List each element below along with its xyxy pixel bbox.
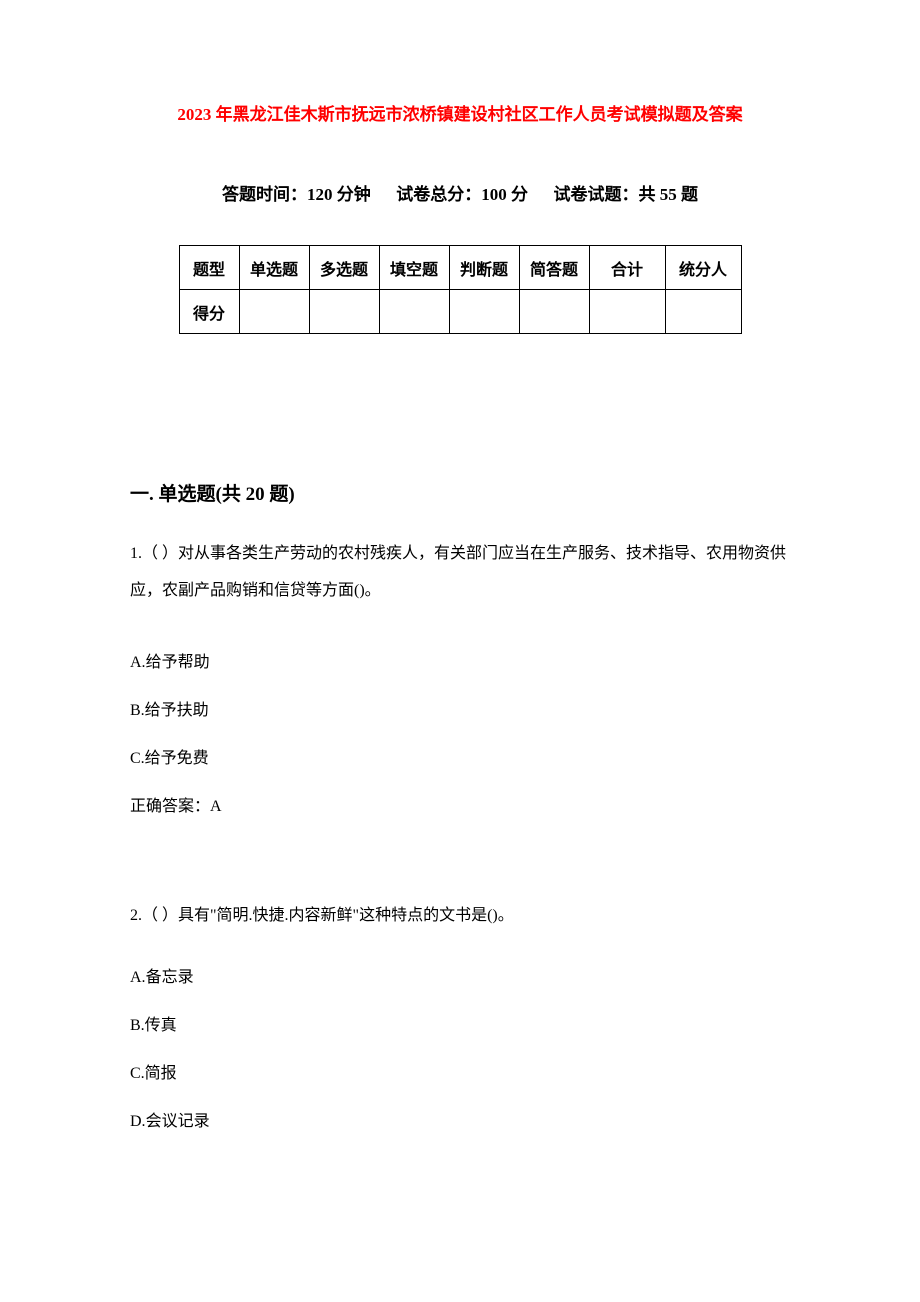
question-stem: 2.（ ）具有"简明.快捷.内容新鲜"这种特点的文书是()。 <box>130 901 790 925</box>
option-text: 给予扶助 <box>145 702 209 719</box>
question-stem-text: 具有"简明.快捷.内容新鲜"这种特点的文书是()。 <box>178 907 514 924</box>
title-text: 2023 年黑龙江佳木斯市抚远市浓桥镇建设村社区工作人员考试模拟题及答案 <box>177 105 742 124</box>
option-b: B.传真 <box>130 1011 790 1035</box>
question-stem: 1.（ ）对从事各类生产劳动的农村残疾人，有关部门应当在生产服务、技术指导、农用… <box>130 536 790 610</box>
question-number: 1. <box>130 545 142 562</box>
table-cell: 单选题 <box>239 246 309 290</box>
table-cell-empty <box>239 290 309 334</box>
option-label: C. <box>130 1065 145 1082</box>
option-b: B.给予扶助 <box>130 696 790 720</box>
exam-info-line: 答题时间：120 分钟 试卷总分：100 分 试卷试题：共 55 题 <box>130 180 790 205</box>
table-cell: 简答题 <box>519 246 589 290</box>
option-label: B. <box>130 1017 145 1034</box>
table-score-row: 得分 <box>179 290 741 334</box>
table-cell: 判断题 <box>449 246 519 290</box>
section-heading: 一. 单选题(共 20 题) <box>130 479 790 506</box>
question-number: 2. <box>130 907 142 924</box>
table-cell: 多选题 <box>309 246 379 290</box>
option-a: A.给予帮助 <box>130 648 790 672</box>
answer-label: 正确答案： <box>130 798 210 815</box>
table-cell-empty <box>309 290 379 334</box>
option-c: C.简报 <box>130 1059 790 1083</box>
question-paren: （ ） <box>142 545 178 562</box>
option-text: 会议记录 <box>146 1113 210 1130</box>
table-cell: 统分人 <box>665 246 741 290</box>
option-d: D.会议记录 <box>130 1107 790 1131</box>
table-cell-empty <box>449 290 519 334</box>
question-stem-text: 对从事各类生产劳动的农村残疾人，有关部门应当在生产服务、技术指导、农用物资供应，… <box>130 545 786 599</box>
option-label: B. <box>130 702 145 719</box>
exam-time: 答题时间：120 分钟 <box>222 185 371 204</box>
option-text: 简报 <box>145 1065 177 1082</box>
table-header-row: 题型 单选题 多选题 填空题 判断题 简答题 合计 统分人 <box>179 246 741 290</box>
section-heading-text: 一. 单选题(共 20 题) <box>130 484 295 505</box>
exam-title: 2023 年黑龙江佳木斯市抚远市浓桥镇建设村社区工作人员考试模拟题及答案 <box>130 100 790 125</box>
table-cell: 题型 <box>179 246 239 290</box>
table-cell: 合计 <box>589 246 665 290</box>
table-cell-empty <box>589 290 665 334</box>
option-c: C.给予免费 <box>130 744 790 768</box>
table-cell-empty <box>665 290 741 334</box>
option-label: A. <box>130 969 146 986</box>
option-text: 给予免费 <box>145 750 209 767</box>
question-block: 2.（ ）具有"简明.快捷.内容新鲜"这种特点的文书是()。 A.备忘录 B.传… <box>130 901 790 1131</box>
question-block: 1.（ ）对从事各类生产劳动的农村残疾人，有关部门应当在生产服务、技术指导、农用… <box>130 536 790 816</box>
option-label: D. <box>130 1113 146 1130</box>
spacer <box>532 185 549 204</box>
option-a: A.备忘录 <box>130 963 790 987</box>
exam-total-score: 试卷总分：100 分 <box>396 185 528 204</box>
exam-question-count: 试卷试题：共 55 题 <box>554 185 699 204</box>
question-paren: （ ） <box>142 907 178 924</box>
table-cell: 得分 <box>179 290 239 334</box>
option-label: C. <box>130 750 145 767</box>
score-table: 题型 单选题 多选题 填空题 判断题 简答题 合计 统分人 得分 <box>179 245 742 334</box>
correct-answer: 正确答案：A <box>130 792 790 816</box>
table-cell: 填空题 <box>379 246 449 290</box>
option-text: 备忘录 <box>146 969 194 986</box>
option-label: A. <box>130 654 146 671</box>
table-cell-empty <box>519 290 589 334</box>
option-text: 传真 <box>145 1017 177 1034</box>
answer-value: A <box>210 798 222 815</box>
option-text: 给予帮助 <box>146 654 210 671</box>
spacer <box>375 185 392 204</box>
table-cell-empty <box>379 290 449 334</box>
